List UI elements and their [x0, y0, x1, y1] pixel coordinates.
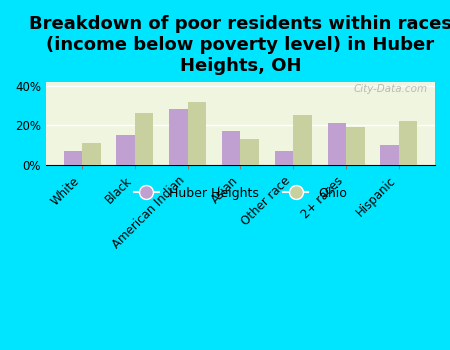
Title: Breakdown of poor residents within races
(income below poverty level) in Huber
H: Breakdown of poor residents within races… [29, 15, 450, 75]
Bar [293, 116, 312, 165]
Bar [82, 143, 100, 165]
Bar [135, 113, 153, 165]
Bar [63, 151, 82, 165]
Bar [117, 135, 135, 165]
Bar [380, 145, 399, 165]
Bar [169, 110, 188, 165]
Bar [240, 139, 259, 165]
Text: City-Data.com: City-Data.com [353, 84, 427, 94]
Bar [328, 123, 346, 165]
Bar [346, 127, 364, 165]
Bar [399, 121, 417, 165]
Legend: Huber Heights, Ohio: Huber Heights, Ohio [129, 182, 352, 205]
Bar [188, 102, 206, 165]
Bar [275, 151, 293, 165]
Bar [222, 131, 240, 165]
